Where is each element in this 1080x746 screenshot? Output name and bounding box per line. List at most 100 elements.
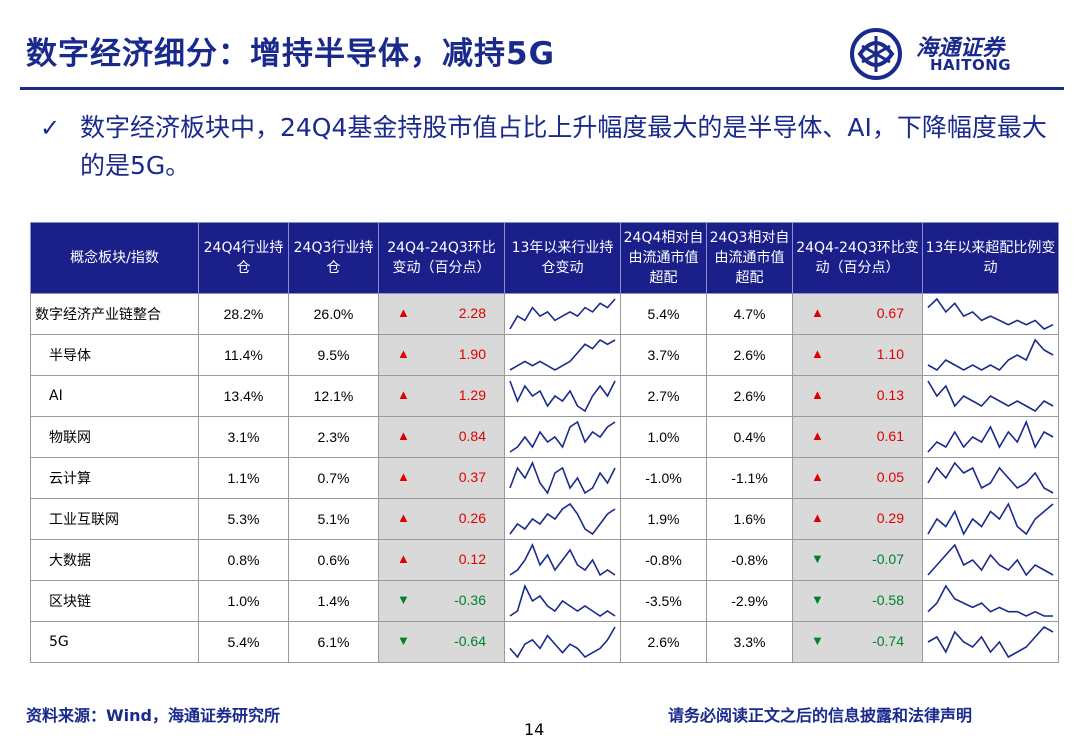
row-name: 半导体 (30, 334, 199, 376)
overweight-change-value: 0.13 (876, 387, 904, 403)
holding-sparkline-cell (504, 375, 621, 417)
holding-change-cell: ▼ -0.64 (378, 621, 505, 663)
q3-overweight-cell: -1.1% (706, 457, 793, 499)
q4-overweight-cell: 2.7% (620, 375, 707, 417)
overweight-sparkline-cell (922, 334, 1059, 376)
overweight-sparkline-cell (922, 457, 1059, 499)
q4-overweight-cell: -1.0% (620, 457, 707, 499)
triangle-up-icon: ▲ (811, 428, 824, 443)
q3-overweight-cell: -0.8% (706, 539, 793, 581)
overweight-sparkline-cell (922, 416, 1059, 458)
triangle-down-icon: ▼ (811, 592, 824, 607)
triangle-up-icon: ▲ (397, 387, 410, 402)
holding-sparkline (509, 583, 616, 617)
holding-sparkline (509, 380, 616, 413)
row-name: 大数据 (30, 539, 199, 581)
row-name: 物联网 (30, 416, 199, 458)
overweight-change-value: 0.05 (876, 469, 904, 485)
overweight-sparkline (927, 543, 1054, 577)
row-name: AI (30, 375, 199, 417)
triangle-down-icon: ▼ (397, 592, 410, 607)
holding-sparkline-cell (504, 457, 621, 499)
company-logo: 海通证券 HAITONG (850, 28, 1050, 80)
overweight-change-value: -0.58 (872, 592, 904, 608)
table-row: 大数据 0.8% 0.6% ▲ 0.12 -0.8% -0.8% ▼ -0.07 (30, 539, 1059, 581)
triangle-up-icon: ▲ (397, 305, 410, 320)
overweight-change-cell: ▼ -0.58 (792, 580, 923, 622)
overweight-change-value: 0.67 (876, 305, 904, 321)
row-name: 区块链 (30, 580, 199, 622)
holding-sparkline-cell (504, 621, 621, 663)
key-point-text: 数字经济板块中，24Q4基金持股市值占比上升幅度最大的是半导体、AI，下降幅度最… (80, 113, 1047, 180)
holding-change-value: 2.28 (458, 305, 486, 321)
sparkline-path (509, 626, 616, 659)
holding-sparkline-cell (504, 293, 621, 335)
sparkline-path (927, 543, 1054, 577)
table-row: 数字经济产业链整合 28.2% 26.0% ▲ 2.28 5.4% 4.7% ▲ 0.67 (30, 293, 1059, 335)
header-q3-overweight: 24Q3相对自由流通市值超配 (706, 222, 793, 294)
sparkline-path (927, 419, 1054, 453)
overweight-sparkline (927, 502, 1054, 536)
table-row: 半导体 11.4% 9.5% ▲ 1.90 3.7% 2.6% ▲ 1.10 (30, 334, 1059, 376)
overweight-sparkline (927, 584, 1054, 617)
overweight-sparkline-cell (922, 621, 1059, 663)
overweight-change-cell: ▲ 0.13 (792, 375, 923, 417)
q4-holding-cell: 5.3% (198, 498, 289, 540)
q4-overweight-cell: 3.7% (620, 334, 707, 376)
overweight-sparkline-cell (922, 539, 1059, 581)
holding-sparkline (509, 461, 616, 495)
overweight-change-value: 0.61 (876, 428, 904, 444)
triangle-up-icon: ▲ (811, 510, 824, 525)
table-header-row: 概念板块/指数 24Q4行业持仓 24Q3行业持仓 24Q4-24Q3环比变动（… (30, 222, 1059, 294)
row-name: 5G (30, 621, 199, 663)
q3-holding-cell: 6.1% (288, 621, 379, 663)
overweight-sparkline (927, 419, 1054, 453)
overweight-change-value: 0.29 (876, 510, 904, 526)
q3-holding-cell: 0.6% (288, 539, 379, 581)
holding-sparkline-cell (504, 334, 621, 376)
row-name: 云计算 (30, 457, 199, 499)
overweight-change-value: -0.07 (872, 551, 904, 567)
triangle-up-icon: ▲ (811, 346, 824, 361)
sparkline-path (927, 584, 1054, 617)
holding-change-value: 0.26 (458, 510, 486, 526)
holding-sparkline-cell (504, 416, 621, 458)
sparkline-path (509, 583, 616, 617)
overweight-change-cell: ▼ -0.07 (792, 539, 923, 581)
checkmark-icon: ✓ (40, 114, 61, 142)
sparkline-path (509, 338, 616, 371)
triangle-up-icon: ▲ (397, 469, 410, 484)
q3-overweight-cell: 2.6% (706, 375, 793, 417)
holding-change-cell: ▲ 1.90 (378, 334, 505, 376)
page-number: 14 (524, 720, 545, 739)
q3-holding-cell: 2.3% (288, 416, 379, 458)
logo-cn-text: 海通证券 (916, 35, 1005, 61)
triangle-down-icon: ▼ (811, 551, 824, 566)
header-overweight-change: 24Q4-24Q3环比变动（百分点） (792, 222, 923, 294)
holding-change-cell: ▲ 1.29 (378, 375, 505, 417)
overweight-sparkline-cell (922, 375, 1059, 417)
overweight-sparkline (927, 380, 1054, 413)
triangle-up-icon: ▲ (811, 387, 824, 402)
q4-holding-cell: 3.1% (198, 416, 289, 458)
sparkline-path (927, 338, 1054, 372)
holding-sparkline-cell (504, 539, 621, 581)
overweight-change-cell: ▼ -0.74 (792, 621, 923, 663)
holding-change-cell: ▲ 0.12 (378, 539, 505, 581)
table-row: 物联网 3.1% 2.3% ▲ 0.84 1.0% 0.4% ▲ 0.61 (30, 416, 1059, 458)
overweight-sparkline-cell (922, 580, 1059, 622)
holding-change-value: 1.90 (458, 346, 486, 362)
holding-sparkline (509, 543, 616, 577)
q4-holding-cell: 13.4% (198, 375, 289, 417)
triangle-down-icon: ▼ (397, 633, 410, 648)
q4-holding-cell: 11.4% (198, 334, 289, 376)
title-divider (20, 87, 1064, 90)
triangle-up-icon: ▲ (397, 551, 410, 566)
legal-disclaimer: 请务必阅读正文之后的信息披露和法律声明 (668, 706, 973, 725)
table-row: 区块链 1.0% 1.4% ▼ -0.36 -3.5% -2.9% ▼ -0.58 (30, 580, 1059, 622)
q4-holding-cell: 5.4% (198, 621, 289, 663)
q4-holding-cell: 1.0% (198, 580, 289, 622)
header-holding-change: 24Q4-24Q3环比变动（百分点） (378, 222, 505, 294)
overweight-change-value: -0.74 (872, 633, 904, 649)
triangle-up-icon: ▲ (397, 428, 410, 443)
